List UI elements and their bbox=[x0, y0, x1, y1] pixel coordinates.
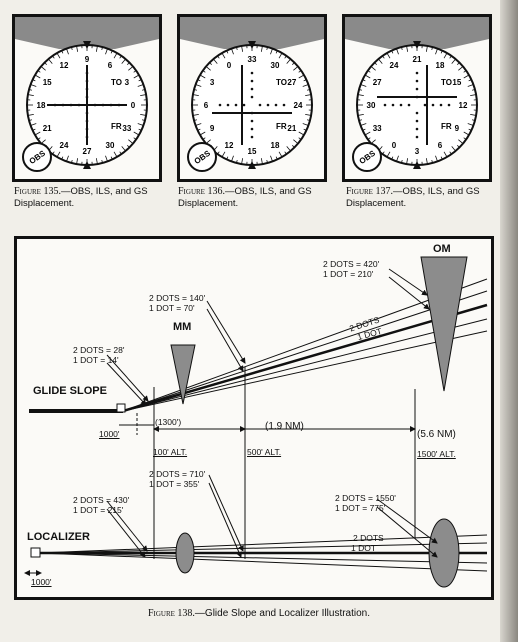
loc-1dot-label: 1 DOT bbox=[351, 543, 377, 553]
threshold-gs-dots: 2 DOTS = 28' 1 DOT = 14' bbox=[73, 345, 125, 365]
caption-figure-135: Figure 135.—OBS, ILS, and GS Displacemen… bbox=[14, 186, 148, 210]
dial-number: 21 bbox=[43, 124, 52, 133]
alt-1500: 1500' ALT. bbox=[417, 449, 456, 459]
loc-mm-lobe bbox=[175, 532, 195, 574]
dial-number: 18 bbox=[37, 101, 46, 110]
dist-5-6-nm: (5.6 NM) bbox=[417, 429, 456, 440]
om-label: OM bbox=[433, 243, 451, 255]
figure-title: —Glide Slope and Localizer Illustration. bbox=[194, 608, 371, 619]
loc-om-lobe bbox=[428, 518, 460, 588]
figure-title-line2: Displacement. bbox=[14, 198, 75, 209]
loc-2dots-label: 2 DOTS bbox=[353, 533, 384, 543]
dial-number: 0 bbox=[392, 141, 397, 150]
figure-number: Figure 137. bbox=[346, 186, 393, 197]
om-marker-cone bbox=[420, 256, 468, 392]
dial-number: 33 bbox=[248, 55, 257, 64]
figure-number: Figure 138. bbox=[147, 608, 195, 619]
mm-label: MM bbox=[173, 321, 192, 333]
dial-number: 21 bbox=[413, 55, 422, 64]
loc-1000-ft: 1000' bbox=[31, 577, 52, 587]
dial-number: 24 bbox=[390, 61, 399, 70]
figure-number: Figure 136. bbox=[178, 186, 225, 197]
dial-number: 0 bbox=[227, 61, 232, 70]
figure-title-line2: Displacement. bbox=[178, 198, 239, 209]
dial-number: 6 bbox=[204, 101, 209, 110]
dial-number: 0 bbox=[131, 101, 136, 110]
localizer-antenna bbox=[30, 547, 41, 558]
fr-flag: FR bbox=[276, 122, 287, 131]
dial-number: 30 bbox=[271, 61, 280, 70]
dial-number: 3 bbox=[125, 78, 130, 87]
dial-number: 24 bbox=[294, 101, 303, 110]
om-gs-dots: 2 DOTS = 420' 1 DOT = 210' bbox=[323, 259, 380, 279]
to-flag: TO bbox=[276, 78, 287, 87]
vor-indicator-136: 33 30 27 24 21 18 15 12 9 6 3 0 TO FR OBS bbox=[177, 14, 327, 182]
figure-title: —OBS, ILS, and GS bbox=[392, 186, 480, 197]
dial-number: 30 bbox=[367, 101, 376, 110]
to-flag: TO bbox=[111, 78, 122, 87]
dial-number: 15 bbox=[248, 147, 257, 156]
caption-figure-136: Figure 136.—OBS, ILS, and GS Displacemen… bbox=[178, 186, 312, 210]
caption-figure-138: Figure 138.—Glide Slope and Localizer Il… bbox=[0, 608, 518, 619]
dial-number: 6 bbox=[438, 141, 443, 150]
figure-number: Figure 135. bbox=[14, 186, 61, 197]
dial-number: 9 bbox=[455, 124, 460, 133]
alt-500: 500' ALT. bbox=[247, 447, 282, 457]
mm-gs-dots: 2 DOTS = 140' 1 DOT = 70' bbox=[149, 293, 206, 313]
vor-indicator-135: 9 6 3 0 33 30 27 24 21 18 15 12 TO FR OBS bbox=[12, 14, 162, 182]
dial-number: 24 bbox=[60, 141, 69, 150]
gs-1000-ft: 1000' bbox=[99, 429, 120, 439]
dial-number: 6 bbox=[108, 61, 113, 70]
obs-knob bbox=[22, 142, 52, 172]
dial-number: 12 bbox=[60, 61, 69, 70]
dial-number: 21 bbox=[287, 124, 296, 133]
dial-number: 33 bbox=[373, 124, 382, 133]
loc-om-dots: 2 DOTS = 1550' 1 DOT = 775' bbox=[335, 493, 396, 513]
obs-knob bbox=[187, 142, 217, 172]
loc-threshold-dots: 2 DOTS = 430' 1 DOT = 215' bbox=[73, 495, 130, 515]
glide-slope-label: GLIDE SLOPE bbox=[33, 385, 107, 397]
diagram-lines bbox=[24, 256, 488, 588]
dial-number: 30 bbox=[106, 141, 115, 150]
dist-1-9-nm: (1.9 NM) bbox=[265, 421, 304, 432]
dial-number: 3 bbox=[415, 147, 420, 156]
dial-number: 9 bbox=[210, 124, 215, 133]
fr-flag: FR bbox=[441, 122, 452, 131]
loc-mm-dots: 2 DOTS = 710' 1 DOT = 355' bbox=[149, 469, 206, 489]
vor-indicator-137: 21 18 15 12 9 6 3 0 33 30 27 24 TO FR OBS bbox=[342, 14, 492, 182]
to-flag: TO bbox=[441, 78, 452, 87]
dial-number: 27 bbox=[373, 78, 382, 87]
obs-knob bbox=[352, 142, 382, 172]
dial-number: 12 bbox=[459, 101, 468, 110]
dial-number: 27 bbox=[83, 147, 92, 156]
scan-shadow-edge bbox=[500, 0, 518, 642]
dist-1300: (1300') bbox=[155, 417, 182, 427]
dial-number: 15 bbox=[43, 78, 52, 87]
glide-slope-localizer-diagram: OM MM GLIDE SLOPE LOCALIZER 2 DOTS = 420… bbox=[14, 236, 494, 600]
dial-number: 12 bbox=[225, 141, 234, 150]
alt-100: 100' ALT. bbox=[153, 447, 188, 457]
caption-figure-137: Figure 137.—OBS, ILS, and GS Displacemen… bbox=[346, 186, 480, 210]
figure-title-line2: Displacement. bbox=[346, 198, 407, 209]
gs-antenna bbox=[116, 403, 126, 413]
dial-number: 3 bbox=[210, 78, 215, 87]
dial-number: 18 bbox=[271, 141, 280, 150]
dial-number: 27 bbox=[287, 78, 296, 87]
figure-title: —OBS, ILS, and GS bbox=[60, 186, 148, 197]
localizer-label: LOCALIZER bbox=[27, 531, 90, 543]
dial-number: 15 bbox=[452, 78, 461, 87]
dial-number: 18 bbox=[436, 61, 445, 70]
dial-number: 9 bbox=[85, 55, 90, 64]
figure-title: —OBS, ILS, and GS bbox=[224, 186, 312, 197]
dial-number: 33 bbox=[122, 124, 131, 133]
fr-flag: FR bbox=[111, 122, 122, 131]
mm-marker-cone bbox=[170, 344, 196, 405]
